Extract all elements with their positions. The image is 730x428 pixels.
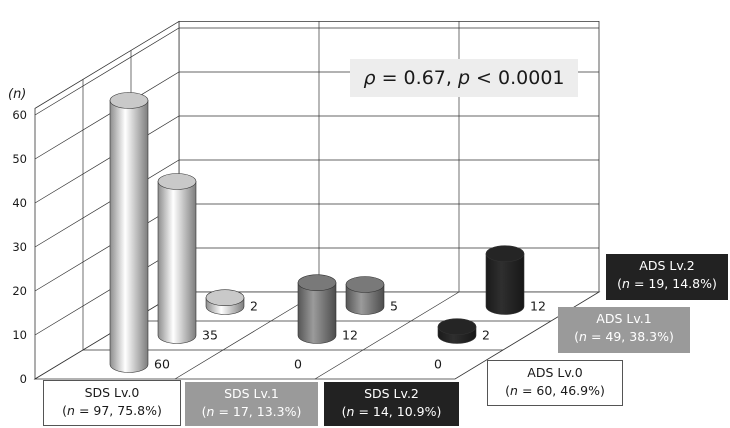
p-value: < 0.0001 <box>470 67 565 89</box>
y-tick-0: 0 <box>20 372 27 386</box>
ads-label-2-stat: = 19, 14.8%) <box>629 276 717 291</box>
y-tick-30: 30 <box>12 240 27 254</box>
ads-label-2-name: ADS Lv.2 <box>639 258 695 273</box>
bar-sds-lv-1-ads-lv-2 <box>345 276 385 315</box>
bar-sds-lv-0-ads-lv-0 <box>109 92 149 373</box>
value-label-sds-lv-1-ads-lv-0: 0 <box>294 357 302 372</box>
sds-label-1-n: n <box>206 404 215 419</box>
ads-label-1: ADS Lv.1 (n = 49, 38.3%) <box>558 307 690 353</box>
bar-sds-lv-2-ads-lv-1 <box>437 318 477 344</box>
y-tick-20: 20 <box>12 284 27 298</box>
sds-label-1: SDS Lv.1 (n = 17, 13.3%) <box>185 382 318 426</box>
value-label-sds-lv-2-ads-lv-2: 12 <box>530 299 546 314</box>
sds-label-2-n: n <box>346 404 355 419</box>
sds-label-2: SDS Lv.2 (n = 14, 10.9%) <box>324 382 459 426</box>
y-axis-ticks: 0 10 20 30 40 50 60 <box>12 108 27 386</box>
ads-label-2-n: n <box>622 276 630 291</box>
sds-label-1-stat: = 17, 13.3%) <box>214 404 302 419</box>
sds-label-2-stat: = 14, 10.9%) <box>354 404 442 419</box>
bar-sds-lv-2-ads-lv-2 <box>485 245 525 315</box>
sds-label-2-name: SDS Lv.2 <box>364 386 419 401</box>
sds-label-0-stat: = 97, 75.8%) <box>74 403 162 418</box>
sds-label-1-name: SDS Lv.1 <box>224 386 279 401</box>
correlation-annotation: ρ = 0.67, p < 0.0001 <box>350 59 578 97</box>
y-tick-40: 40 <box>12 196 27 210</box>
ads-label-0-name: ADS Lv.0 <box>527 365 583 380</box>
rho-symbol: ρ <box>363 67 376 89</box>
data-labels: 2 5 12 35 12 2 60 0 0 <box>154 299 546 372</box>
value-label-sds-lv-2-ads-lv-0: 0 <box>434 357 442 372</box>
floor-col-divider-2 <box>314 291 460 380</box>
rho-value: = 0.67, <box>375 67 458 89</box>
value-label-sds-lv-1-ads-lv-2: 5 <box>390 299 398 314</box>
ads-label-2: ADS Lv.2 (n = 19, 14.8%) <box>606 254 728 300</box>
y-tick-60: 60 <box>12 108 27 122</box>
y-axis-label: (n) <box>8 87 27 102</box>
y-tick-10: 10 <box>12 328 27 342</box>
value-label-sds-lv-1-ads-lv-1: 12 <box>342 328 358 343</box>
bar-sds-lv-0-ads-lv-2 <box>205 289 245 315</box>
sds-label-0: SDS Lv.0 (n = 97, 75.8%) <box>43 380 181 426</box>
sds-label-0-n: n <box>67 403 75 418</box>
p-symbol: p <box>457 67 471 89</box>
bar-sds-lv-0-ads-lv-1 <box>157 173 197 344</box>
ads-label-0-stat: = 60, 46.9%) <box>517 383 605 398</box>
value-label-sds-lv-0-ads-lv-0: 60 <box>154 357 170 372</box>
ads-label-1-name: ADS Lv.1 <box>596 311 652 326</box>
value-label-sds-lv-2-ads-lv-1: 2 <box>482 328 490 343</box>
ads-label-0: ADS Lv.0 (n = 60, 46.9%) <box>487 360 623 406</box>
value-label-sds-lv-0-ads-lv-1: 35 <box>202 328 218 343</box>
bar-sds-lv-1-ads-lv-1 <box>297 274 337 344</box>
sds-label-0-name: SDS Lv.0 <box>84 385 140 400</box>
y-tick-50: 50 <box>12 152 27 166</box>
ads-label-1-stat: = 49, 38.3%) <box>586 329 674 344</box>
value-label-sds-lv-0-ads-lv-2: 2 <box>250 299 258 314</box>
bars <box>109 92 525 373</box>
ads-label-0-n: n <box>510 383 518 398</box>
floor-col-divider-1 <box>174 291 320 380</box>
ads-label-1-n: n <box>579 329 587 344</box>
